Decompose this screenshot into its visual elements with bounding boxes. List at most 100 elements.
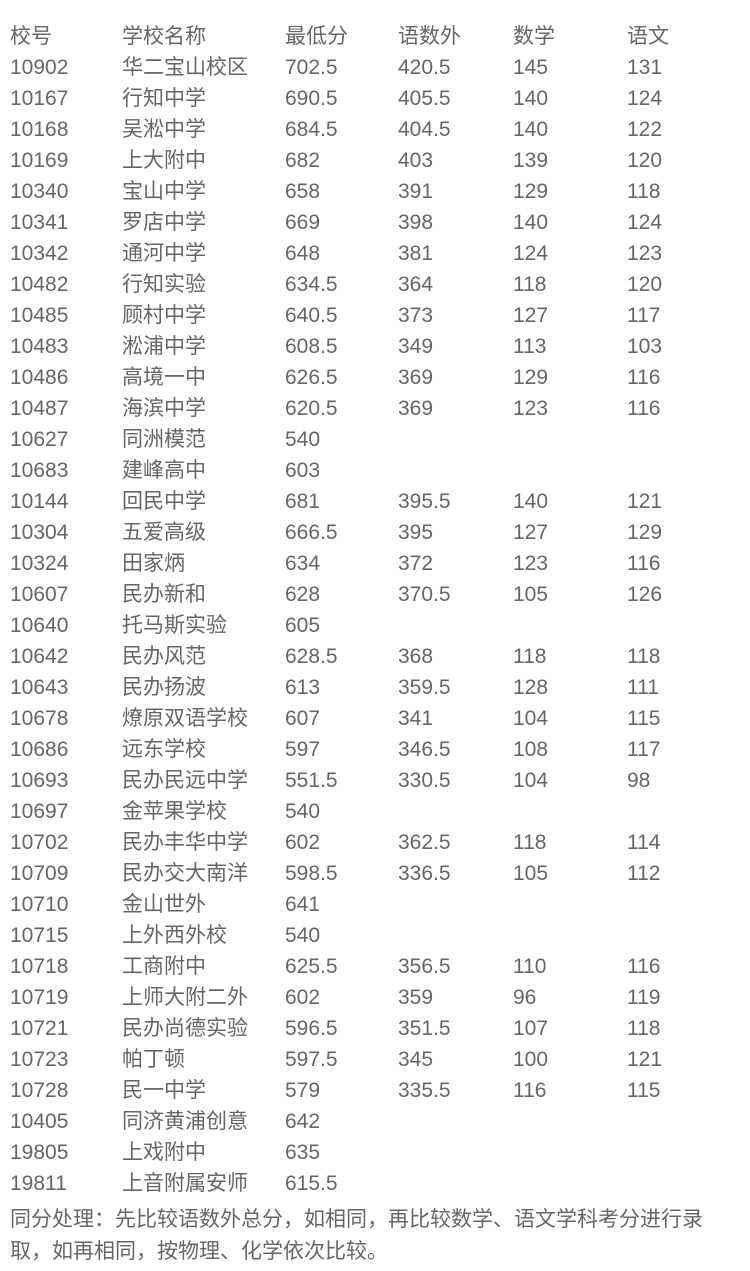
table-cell-min_score: 666.5	[285, 521, 338, 544]
table-cell-school_code: 10693	[10, 769, 69, 792]
table-cell-chi_math_eng: 336.5	[398, 862, 451, 885]
table-cell-school_name: 民办尚德实验	[122, 1017, 248, 1040]
table-row: 10715 上外西外校 540	[10, 920, 740, 951]
table-cell-math: 123	[513, 397, 549, 420]
table-cell-min_score: 540	[285, 924, 321, 947]
table-cell-school_name: 上外西外校	[122, 924, 227, 947]
table-cell-math: 127	[513, 304, 549, 327]
table-cell-school_code: 10728	[10, 1079, 69, 1102]
table-cell-school_name: 建峰高中	[122, 459, 206, 482]
table-row: 10167 行知中学 690.5 405.5 140 124	[10, 83, 740, 114]
table-cell-chinese	[627, 1106, 740, 1137]
table-cell-min_score: 626.5	[285, 366, 338, 389]
table-row: 10721 民办尚德实验 596.5 351.5 107 118	[10, 1013, 740, 1044]
table-cell-math: 105	[513, 583, 549, 606]
table-cell-chinese: 118	[627, 180, 661, 203]
table-cell-chi_math_eng: 356.5	[398, 955, 451, 978]
table-cell-min_score: 540	[285, 428, 321, 451]
table-cell-chi_math_eng: 395.5	[398, 490, 451, 513]
table-cell-chi_math_eng: 405.5	[398, 87, 451, 110]
table-cell-chinese	[627, 455, 740, 486]
table-cell-school_name: 淞浦中学	[122, 335, 206, 358]
table-cell-math: 107	[513, 1017, 549, 1040]
table-cell-math: 104	[513, 707, 549, 730]
table-cell-math	[513, 610, 627, 641]
table-cell-min_score: 598.5	[285, 862, 338, 885]
table-cell-min_score: 681	[285, 490, 321, 513]
table-cell-school_code: 10686	[10, 738, 69, 761]
table-cell-school_name: 田家炳	[122, 552, 185, 575]
table-cell-math: 116	[513, 1079, 547, 1102]
table-cell-school_name: 民办风范	[122, 645, 206, 668]
table-cell-min_score: 684.5	[285, 118, 338, 141]
table-row: 19805 上戏附中 635	[10, 1137, 740, 1168]
table-row: 10718 工商附中 625.5 356.5 110 116	[10, 951, 740, 982]
table-row: 10144 回民中学 681 395.5 140 121	[10, 486, 740, 517]
table-row: 10487 海滨中学 620.5 369 123 116	[10, 393, 740, 424]
table-cell-chinese: 116	[627, 552, 661, 575]
table-cell-school_name: 顾村中学	[122, 304, 206, 327]
col-header-school-code: 校号	[10, 25, 52, 48]
table-cell-chi_math_eng: 369	[398, 366, 434, 389]
table-cell-math: 118	[513, 831, 547, 854]
table-cell-chinese: 131	[627, 56, 663, 79]
table-cell-min_score: 641	[285, 893, 321, 916]
table-cell-min_score: 603	[285, 459, 321, 482]
table-cell-math: 100	[513, 1048, 549, 1071]
table-cell-min_score: 628.5	[285, 645, 338, 668]
table-row: 10710 金山世外 641	[10, 889, 740, 920]
table-cell-chinese	[627, 424, 740, 455]
table-cell-school_name: 通河中学	[122, 242, 206, 265]
table-cell-chi_math_eng: 404.5	[398, 118, 451, 141]
table-row: 10168 吴淞中学 684.5 404.5 140 122	[10, 114, 740, 145]
table-cell-min_score: 597	[285, 738, 321, 761]
table-cell-chinese: 126	[627, 583, 663, 606]
table-cell-min_score: 607	[285, 707, 321, 730]
table-row: 10341 罗店中学 669 398 140 124	[10, 207, 740, 238]
table-cell-math: 113	[513, 335, 547, 358]
table-cell-chi_math_eng: 403	[398, 149, 434, 172]
table-cell-school_code: 10723	[10, 1048, 69, 1071]
table-cell-school_code: 10342	[10, 242, 69, 265]
tie-break-note: 同分处理：先比较语数外总分，如相同，再比较数学、语文学科考分进行录取，如再相同，…	[10, 1208, 703, 1263]
table-cell-min_score: 642	[285, 1110, 321, 1133]
table-cell-school_name: 燎原双语学校	[122, 707, 248, 730]
table-cell-school_code: 10485	[10, 304, 69, 327]
table-cell-math: 118	[513, 645, 547, 668]
table-cell-school_code: 10902	[10, 56, 69, 79]
table-cell-school_name: 民一中学	[122, 1079, 206, 1102]
table-cell-chinese: 129	[627, 521, 663, 544]
table-cell-school_code: 19805	[10, 1141, 69, 1164]
table-cell-math: 145	[513, 56, 549, 79]
table-cell-school_code: 10144	[10, 490, 69, 513]
table-cell-school_name: 上师大附二外	[122, 986, 248, 1009]
table-cell-school_code: 10718	[10, 955, 69, 978]
table-cell-chinese: 123	[627, 242, 663, 265]
table-cell-math	[513, 455, 627, 486]
table-cell-school_code: 10487	[10, 397, 69, 420]
table-cell-school_name: 工商附中	[122, 955, 206, 978]
table-row: 10678 燎原双语学校 607 341 104 115	[10, 703, 740, 734]
table-cell-chi_math_eng	[398, 1137, 513, 1168]
table-cell-school_code: 10642	[10, 645, 69, 668]
table-cell-chinese: 115	[627, 1079, 661, 1102]
table-cell-chinese: 116	[627, 366, 661, 389]
table-row: 19811 上音附属安师 615.5	[10, 1168, 740, 1199]
table-cell-chinese: 116	[627, 955, 661, 978]
table-cell-chinese: 121	[627, 1048, 663, 1071]
table-cell-school_code: 10715	[10, 924, 69, 947]
table-cell-min_score: 640.5	[285, 304, 338, 327]
table-cell-school_code: 19811	[10, 1172, 67, 1195]
table-row: 10640 托马斯实验 605	[10, 610, 740, 641]
table-cell-math: 124	[513, 242, 549, 265]
table-cell-chi_math_eng: 368	[398, 645, 434, 668]
table-cell-chinese: 116	[627, 397, 661, 420]
table-row: 10482 行知实验 634.5 364 118 120	[10, 269, 740, 300]
table-cell-math: 129	[513, 366, 549, 389]
table-cell-math: 118	[513, 273, 547, 296]
table-cell-chi_math_eng: 345	[398, 1048, 434, 1071]
table-cell-math: 110	[513, 955, 547, 978]
table-cell-school_code: 10340	[10, 180, 69, 203]
table-cell-school_name: 同洲模范	[122, 428, 206, 451]
table-cell-chi_math_eng	[398, 796, 513, 827]
